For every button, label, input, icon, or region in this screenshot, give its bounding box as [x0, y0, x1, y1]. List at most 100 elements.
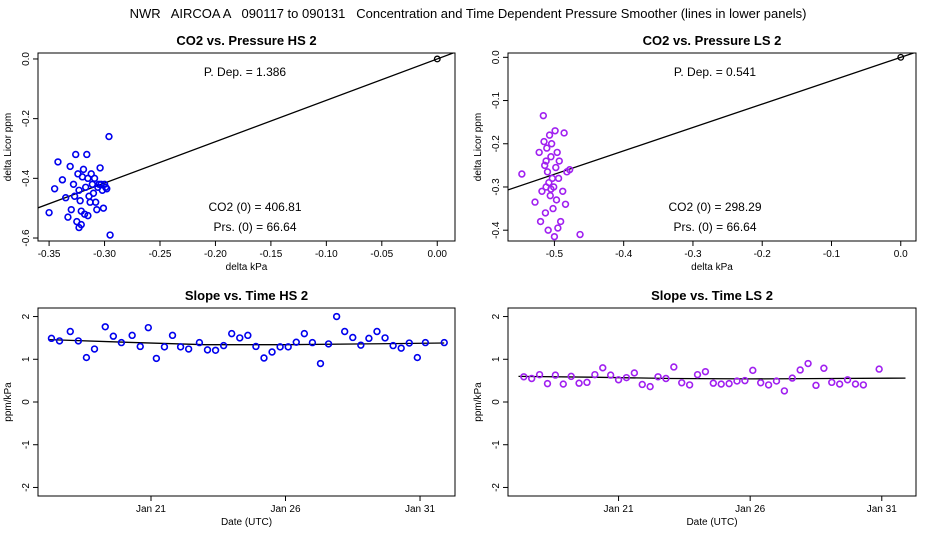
data-point	[518, 170, 526, 178]
data-point	[536, 217, 545, 226]
chart-title: CO2 vs. Pressure LS 2	[643, 33, 782, 48]
data-point	[103, 185, 111, 193]
data-point	[741, 376, 749, 385]
data-point	[236, 334, 244, 342]
annotation-p-dep: P. Dep. = 1.386	[204, 65, 287, 79]
x-tick-label: -0.1	[823, 249, 841, 260]
data-point	[82, 353, 91, 362]
x-tick-label: Jan 26	[735, 504, 765, 515]
data-point	[91, 198, 100, 206]
regression-line	[508, 53, 916, 191]
data-point	[531, 198, 539, 206]
data-point	[70, 192, 79, 200]
data-point	[733, 377, 741, 385]
data-point	[160, 343, 169, 351]
x-axis-label: Date (UTC)	[686, 517, 737, 528]
data-point	[440, 338, 448, 347]
data-point	[292, 338, 300, 346]
x-axis-label: delta kPa	[226, 262, 268, 273]
data-point	[543, 168, 552, 176]
x-tick-label: -0.2	[754, 249, 772, 260]
data-point	[546, 191, 554, 200]
data-point	[709, 379, 718, 387]
data-point	[300, 329, 309, 338]
data-point	[144, 323, 153, 332]
origin-point	[433, 55, 441, 63]
x-axis-label: Date (UTC)	[221, 517, 272, 528]
data-point	[547, 140, 556, 148]
y-axis-label: delta Licor ppm	[3, 113, 14, 181]
data-point	[168, 331, 177, 340]
data-point	[84, 211, 92, 220]
x-tick-label: -0.10	[315, 249, 338, 260]
data-point	[638, 380, 646, 389]
data-point	[268, 348, 276, 356]
x-tick-label: 0.00	[428, 249, 448, 260]
data-point	[77, 220, 85, 229]
data-point	[45, 208, 53, 217]
data-point	[551, 371, 560, 379]
data-point	[556, 217, 565, 226]
data-point	[64, 213, 72, 221]
data-point	[136, 342, 144, 351]
data-point	[565, 165, 574, 174]
data-point	[74, 337, 83, 345]
data-point	[54, 158, 62, 166]
data-point	[576, 230, 584, 239]
plot-frame	[507, 307, 917, 497]
data-point	[332, 312, 341, 321]
data-point	[405, 339, 413, 347]
plot-area	[47, 312, 448, 368]
data-point	[614, 376, 623, 384]
data-point	[545, 131, 554, 139]
data-point	[184, 345, 193, 353]
data-point	[622, 373, 631, 382]
y-tick-label: -2	[21, 483, 32, 492]
plot-frame	[507, 52, 917, 242]
data-point	[543, 379, 552, 388]
data-point	[567, 372, 575, 381]
data-point	[788, 374, 796, 382]
data-point	[693, 370, 702, 379]
data-point	[349, 333, 357, 342]
panel-co2-pressure-ls: CO2 vs. Pressure LS 2 -0.5 -0.4 -0.3 -0.2 -0.…	[473, 33, 917, 273]
data-point	[47, 334, 56, 343]
data-point	[421, 338, 430, 347]
data-point	[389, 341, 397, 350]
data-point	[555, 157, 563, 165]
data-point	[203, 346, 212, 354]
y-tick-label: -0.3	[491, 178, 502, 196]
data-point	[780, 387, 789, 395]
data-point	[117, 338, 126, 347]
y-tick-label: 0.0	[21, 52, 32, 66]
x-tick-label: -0.5	[546, 249, 564, 260]
data-point	[219, 341, 228, 350]
data-point	[195, 338, 204, 347]
chart-title: Slope vs. Time LS 2	[651, 288, 773, 303]
data-point	[93, 205, 101, 214]
data-point	[324, 340, 333, 348]
data-point	[561, 200, 570, 208]
data-point	[559, 187, 567, 195]
data-point	[796, 366, 804, 374]
y-axis-label: delta Licor ppm	[473, 113, 484, 181]
data-point	[535, 148, 543, 157]
plot-area	[518, 359, 906, 395]
data-point	[83, 150, 91, 159]
x-tick-label: 0.0	[894, 249, 908, 260]
data-point	[544, 226, 552, 234]
data-point	[72, 150, 80, 159]
data-point	[552, 196, 561, 204]
x-tick-label: -0.4	[615, 249, 633, 260]
x-axis-label: delta kPa	[691, 262, 733, 273]
annotation-prs-zero: Prs. (0) = 66.64	[673, 220, 756, 234]
data-point	[550, 232, 559, 241]
y-tick-label: -0.4	[491, 221, 502, 239]
data-point	[725, 379, 733, 388]
data-point	[128, 331, 136, 340]
data-point	[835, 380, 844, 388]
chart-title: CO2 vs. Pressure HS 2	[176, 33, 316, 48]
smoother-line	[48, 338, 445, 346]
data-point	[599, 364, 607, 372]
